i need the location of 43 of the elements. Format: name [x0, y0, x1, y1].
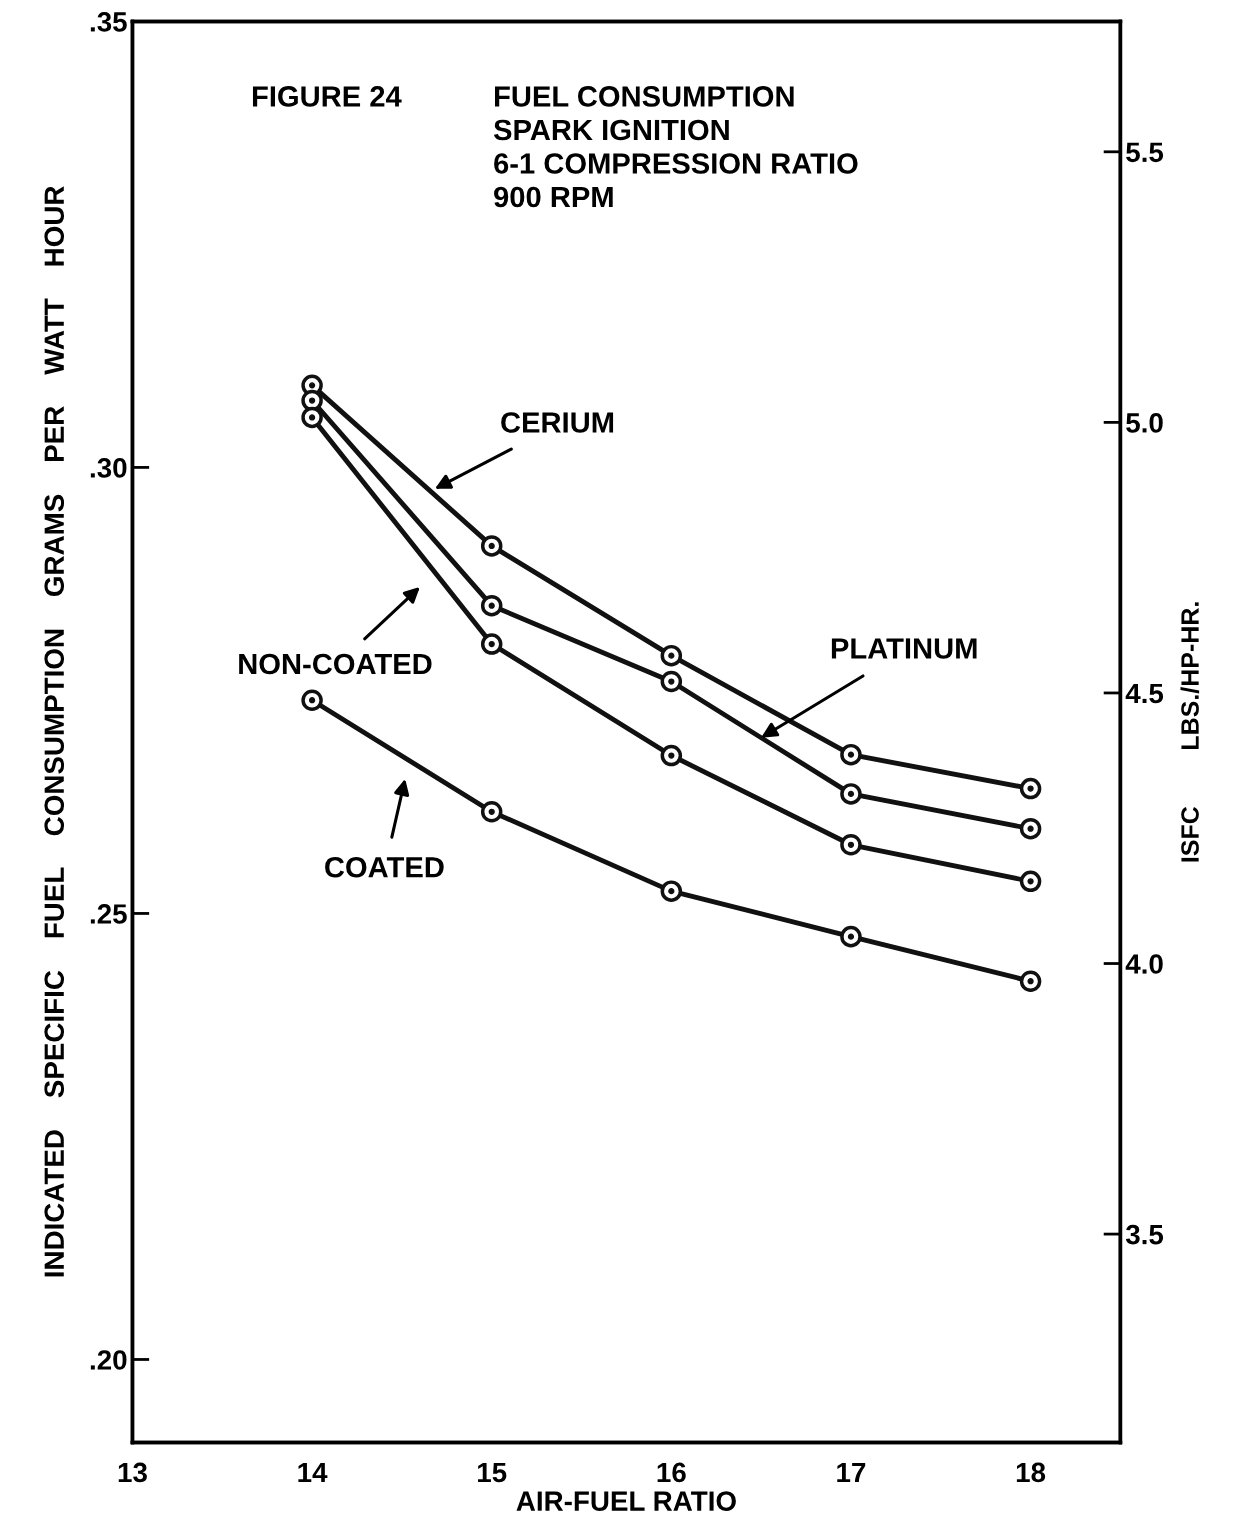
- point: [660, 670, 683, 693]
- y-tick-label: .20: [90, 1350, 127, 1370]
- point: [301, 689, 323, 712]
- point: [840, 743, 862, 766]
- text: FIGURE 24: [252, 86, 402, 107]
- point: [660, 744, 683, 767]
- point: [301, 389, 323, 412]
- y2-tick-label: 3.5: [1125, 1224, 1164, 1245]
- x-tick-label: 14: [298, 1462, 328, 1483]
- point: [1019, 777, 1042, 800]
- point: [1019, 870, 1042, 893]
- x-tick-label: 18: [1016, 1462, 1046, 1483]
- annotation: CERIUM: [501, 412, 614, 433]
- y2-tick-label: 5.5: [1126, 142, 1164, 163]
- point: [480, 633, 503, 655]
- x-tick-label: 13: [118, 1462, 147, 1483]
- point: [480, 535, 503, 557]
- point: [1019, 817, 1042, 840]
- x-tick-label: 17: [837, 1462, 866, 1483]
- annotation: NON-COATED: [239, 653, 432, 675]
- y2-axis-title: ISFC LBS./HP-HR.: [1180, 602, 1200, 862]
- y2-tick-label: 5.0: [1126, 413, 1163, 433]
- y-tick-label: .25: [90, 904, 127, 924]
- y2-tick-label: 4.5: [1125, 683, 1164, 704]
- point: [840, 783, 862, 805]
- point: [660, 880, 683, 902]
- point: [480, 800, 503, 823]
- point: [840, 833, 862, 856]
- y-tick-label: .35: [90, 12, 127, 32]
- text: FUEL CONSUMPTION SPARK IGNITION 6-1 COMPRESSION RATIO 900 RPM: [493, 86, 858, 208]
- x-tick-label: 16: [657, 1462, 686, 1483]
- point: [480, 594, 503, 617]
- x-axis-title: AIR-FUEL RATIO: [516, 1491, 736, 1511]
- point: [1019, 970, 1042, 993]
- y-axis-title: INDICATED SPECIFIC FUEL CONSUMPTION GRAMS PER WATT HOUR: [44, 186, 65, 1277]
- annotation: PLATINUM: [831, 638, 977, 659]
- point: [301, 406, 323, 429]
- point: [840, 925, 862, 948]
- point: [660, 644, 683, 667]
- y-tick-label: .30: [90, 458, 127, 478]
- y2-tick-label: 4.0: [1125, 954, 1163, 974]
- x-tick-label: 15: [478, 1462, 507, 1483]
- annotation: COATED: [325, 856, 444, 878]
